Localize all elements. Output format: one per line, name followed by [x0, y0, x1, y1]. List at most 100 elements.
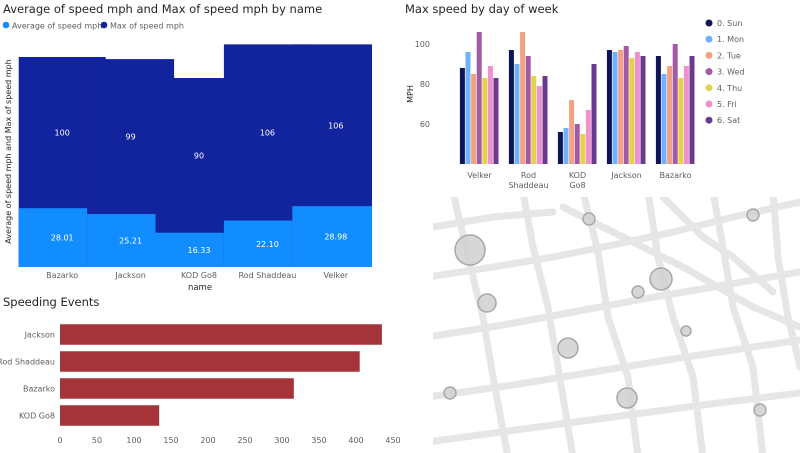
x-tick-label: 0: [57, 436, 62, 445]
x-axis-label: name: [188, 283, 212, 293]
chart1-title: Average of speed mph and Max of speed mp…: [3, 2, 323, 16]
bar-4-thu: [531, 76, 537, 164]
location-bubble[interactable]: [454, 234, 486, 266]
x-tick-label: Jackson: [114, 271, 145, 280]
chart2-title: Max speed by day of week: [405, 2, 559, 16]
y-tick-label: Jackson: [24, 331, 55, 340]
x-tick-label: Bazarko: [46, 271, 78, 280]
bar-speeding: [60, 324, 382, 345]
x-tick-label: 150: [163, 436, 178, 445]
bar-4-thu: [678, 78, 684, 164]
legend-marker-max: [100, 21, 108, 29]
bar-1-mon: [661, 74, 667, 164]
bar-speeding: [60, 405, 160, 426]
location-bubble[interactable]: [649, 267, 673, 291]
road: [450, 197, 511, 453]
bar-avg: [292, 206, 372, 267]
bar-3-wed: [672, 44, 678, 164]
bar-2-tue: [471, 74, 477, 164]
y-tick-label: Rod Shaddeau: [0, 358, 55, 367]
bar-3-wed: [623, 46, 629, 164]
bar-1-mon: [465, 52, 471, 164]
location-bubble[interactable]: [557, 337, 579, 359]
x-tick-label: Shaddeau: [508, 181, 548, 190]
bar-1-mon: [514, 64, 520, 164]
data-label-max: 90: [194, 151, 204, 160]
bar-5-fri: [487, 66, 493, 164]
map-bubbles: [443, 208, 767, 417]
bar-0-sun: [459, 68, 465, 164]
bar-1-mon: [612, 52, 618, 164]
data-label-avg: 22.10: [256, 240, 279, 249]
location-bubble[interactable]: [746, 208, 760, 222]
y-axis-label: MPH: [406, 85, 415, 103]
legend-marker: [705, 51, 713, 59]
bar-6-sat: [493, 78, 499, 164]
bar-0-sun: [557, 132, 563, 164]
x-tick-label: 250: [237, 436, 252, 445]
legend-label-max: Max of speed mph: [110, 22, 184, 31]
map-svg[interactable]: [433, 197, 800, 453]
bar-0-sun: [655, 56, 661, 164]
legend-label: 1. Mon: [717, 35, 744, 44]
legend-label: 5. Fri: [717, 100, 737, 109]
bar-6-sat: [640, 56, 646, 164]
data-label-max: 106: [328, 121, 343, 130]
legend-label: 3. Wed: [717, 68, 745, 77]
road: [559, 203, 800, 331]
bar-speeding: [60, 351, 360, 372]
location-bubble[interactable]: [443, 386, 457, 400]
map-panel[interactable]: [433, 197, 800, 453]
data-label-avg: 16.33: [188, 246, 211, 255]
x-tick-label: 450: [385, 436, 400, 445]
chart1-svg: Average of speed mph Max of speed mph Aver…: [2, 21, 372, 293]
x-tick-label: Bazarko: [659, 171, 691, 180]
bar-4-thu: [482, 78, 488, 164]
x-tick-label: Rod: [521, 171, 536, 180]
location-bubble[interactable]: [477, 293, 497, 313]
data-label-avg: 25.21: [119, 237, 142, 246]
max-speed-day-panel: Max speed by day of week MPH 60 80 100 Velke…: [400, 0, 800, 195]
x-tick-label: KOD Go8: [181, 271, 217, 280]
data-label-max: 100: [55, 129, 70, 138]
x-tick-label: Jackson: [610, 171, 641, 180]
x-tick-label: 350: [311, 436, 326, 445]
legend-marker: [705, 100, 713, 108]
location-bubble[interactable]: [680, 325, 692, 337]
x-tick-label: Velker: [324, 271, 349, 280]
road: [433, 389, 800, 445]
bar-5-fri: [585, 110, 591, 164]
location-bubble[interactable]: [753, 403, 767, 417]
avg-max-speed-panel: Average of speed mph and Max of speed mp…: [0, 0, 372, 295]
road: [433, 208, 557, 231]
bar-6-sat: [542, 76, 548, 164]
road: [433, 336, 800, 400]
data-label-avg: 28.98: [324, 233, 347, 242]
location-bubble[interactable]: [616, 387, 638, 409]
bar-6-sat: [591, 64, 597, 164]
legend-marker: [705, 116, 713, 124]
bar-3-wed: [574, 124, 580, 164]
legend-marker: [705, 84, 713, 92]
road: [433, 198, 800, 280]
legend-label: 2. Tue: [717, 51, 741, 60]
legend-marker: [705, 35, 713, 43]
bar-2-tue: [667, 66, 673, 164]
y-tick-label: 80: [420, 80, 430, 89]
x-tick-label: 400: [348, 436, 363, 445]
bar-3-wed: [476, 32, 482, 164]
y-tick-label: 60: [420, 120, 430, 129]
location-bubble[interactable]: [582, 212, 596, 226]
x-tick-label: 50: [92, 436, 102, 445]
legend-marker: [705, 19, 713, 27]
road: [659, 197, 777, 296]
y-tick-label: 100: [415, 40, 430, 49]
bar-2-tue: [569, 100, 575, 164]
bar-3-wed: [525, 56, 531, 164]
road: [710, 197, 767, 453]
bar-0-sun: [606, 50, 612, 164]
location-bubble[interactable]: [631, 285, 645, 299]
y-axis-label: Average of speed mph and Max of speed mp…: [4, 59, 13, 243]
legend-marker: [705, 68, 713, 76]
